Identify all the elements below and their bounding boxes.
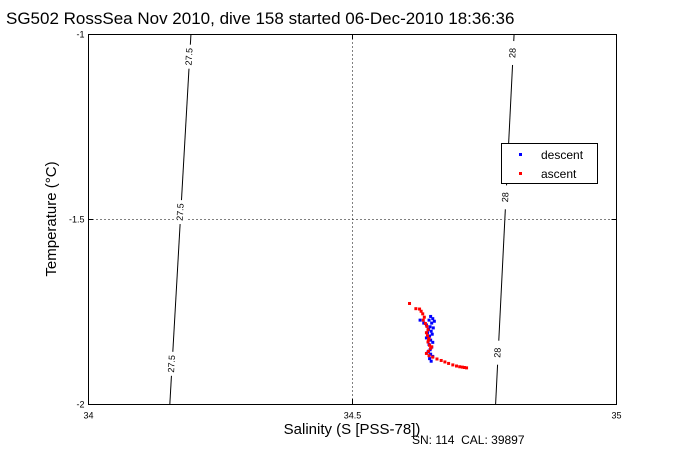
descent-point-20 <box>429 352 433 356</box>
descent-point-7 <box>431 326 435 330</box>
descent-point-13 <box>424 336 428 340</box>
ascent-point-10 <box>424 331 428 335</box>
ascent-point-16 <box>427 349 431 353</box>
contour-label-0-0: 27.5 <box>184 48 195 66</box>
ascent-point-13 <box>426 340 430 344</box>
y-axis-ticks: -2 -1.5 -1 <box>69 30 617 410</box>
ascent-point-24 <box>451 363 455 367</box>
ascent-point-3 <box>419 309 423 313</box>
descent-point-11 <box>430 332 434 336</box>
legend-marker-descent <box>519 153 522 156</box>
chart-title: SG502 RossSea Nov 2010, dive 158 started… <box>6 9 514 28</box>
contour-label-1-1: 28 <box>500 192 510 203</box>
ascent-point-6 <box>421 318 425 322</box>
ascent-point-19 <box>431 355 435 359</box>
ascent-point-30 <box>430 345 434 349</box>
contour-label-bg-1-0 <box>506 40 520 66</box>
y-tick-label-0: -2 <box>76 400 84 410</box>
contour-label-bg-1-2 <box>491 340 505 365</box>
ascent-point-1 <box>414 307 418 311</box>
contour-label-bg-1-1 <box>499 185 513 210</box>
descent-point-3 <box>432 319 436 323</box>
density-contours: 27.5 27.5 27.5 28 28 28 <box>165 34 520 405</box>
legend-box <box>501 143 598 184</box>
y-tick-label-1: -1.5 <box>69 215 85 225</box>
ascent-point-28 <box>462 366 466 369</box>
x-axis-ticks: 34 34.5 35 <box>83 34 622 421</box>
ascent-point-7 <box>423 321 427 325</box>
ascent-point-25 <box>455 364 459 368</box>
data-series <box>408 301 469 370</box>
descent-point-25 <box>422 321 426 325</box>
x-tick-label-1: 34.5 <box>344 411 362 421</box>
ascent-point-5 <box>422 315 426 319</box>
ascent-point-31 <box>427 337 431 341</box>
x-tick-label-2: 35 <box>611 411 621 421</box>
legend: descent ascent <box>501 143 598 184</box>
ascent-point-8 <box>425 324 429 328</box>
legend-label-descent: descent <box>541 148 584 162</box>
legend-marker-ascent <box>519 172 522 175</box>
descent-point-1 <box>431 317 435 321</box>
contour-label-0-2: 27.5 <box>166 355 177 373</box>
series-ascent <box>408 301 469 370</box>
ascent-point-27 <box>460 365 464 369</box>
contour-label-bg-0-0 <box>182 44 197 70</box>
footer-serial-cal: SN: 114 CAL: 39897 <box>412 433 525 447</box>
ascent-point-0 <box>408 301 412 305</box>
ascent-point-9 <box>426 328 430 332</box>
ascent-point-26 <box>458 365 462 369</box>
x-axis-label: Salinity (S [PSS-78]) <box>284 421 421 438</box>
contour-label-bg-0-2 <box>165 351 179 377</box>
ascent-point-14 <box>428 343 432 347</box>
descent-point-6 <box>428 325 432 329</box>
x-tick-label-0: 34 <box>83 411 93 421</box>
descent-point-4 <box>430 321 434 325</box>
legend-label-ascent: ascent <box>541 167 577 181</box>
descent-point-24 <box>418 318 422 322</box>
contour-label-0-1: 27.5 <box>175 203 186 221</box>
contour-label-bg-0-1 <box>174 199 188 225</box>
ascent-point-20 <box>435 357 439 361</box>
contour-label-1-2: 28 <box>492 347 502 358</box>
descent-point-12 <box>428 334 432 338</box>
ascent-point-17 <box>424 351 428 355</box>
ascent-point-18 <box>427 354 431 358</box>
descent-point-0 <box>429 314 433 318</box>
ascent-point-22 <box>443 360 447 364</box>
descent-point-23 <box>429 359 433 363</box>
y-axis-label: Temperature (°C) <box>43 161 60 276</box>
contour-label-1-0: 28 <box>507 48 517 59</box>
descent-point-9 <box>429 329 433 333</box>
ascent-point-23 <box>447 361 451 365</box>
ascent-point-29 <box>465 366 469 370</box>
descent-point-22 <box>428 357 432 361</box>
y-tick-label-2: -1 <box>76 30 84 40</box>
descent-point-14 <box>429 338 433 342</box>
ascent-point-11 <box>425 334 429 338</box>
descent-point-15 <box>431 340 435 344</box>
ascent-point-2 <box>418 307 422 311</box>
ascent-point-21 <box>439 358 443 362</box>
descent-point-2 <box>427 318 431 322</box>
ascent-point-4 <box>421 312 425 316</box>
